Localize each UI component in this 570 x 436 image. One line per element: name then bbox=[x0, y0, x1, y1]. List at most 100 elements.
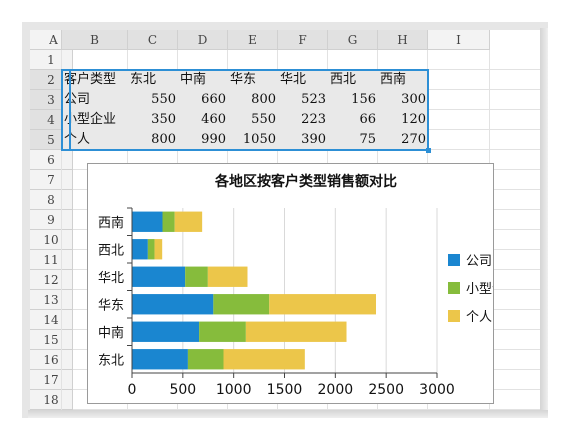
bar-small-business[interactable] bbox=[187, 349, 224, 370]
bar-small-business[interactable] bbox=[162, 211, 175, 232]
category-label: 东北 bbox=[98, 353, 124, 368]
bar-company[interactable] bbox=[132, 294, 214, 315]
chart-category-labels: 东北 中南 华东 华北 西北 西南 bbox=[98, 207, 132, 368]
column-header-d[interactable]: D bbox=[178, 30, 228, 50]
cell-value[interactable]: 660 bbox=[201, 92, 226, 107]
row-header-18[interactable]: 18 bbox=[30, 390, 73, 410]
cell-row-label[interactable]: 小型企业 bbox=[64, 112, 117, 127]
frame-shadow-right bbox=[540, 28, 548, 418]
x-tick-label: 3000 bbox=[419, 382, 455, 398]
cell-value[interactable]: 460 bbox=[201, 112, 226, 127]
cell-value[interactable]: 156 bbox=[351, 92, 376, 107]
bar-individual[interactable] bbox=[174, 211, 203, 232]
bar-small-business[interactable] bbox=[199, 321, 246, 342]
selected-range-fill bbox=[62, 70, 428, 150]
chart-bars bbox=[132, 211, 376, 370]
category-label: 华东 bbox=[98, 298, 124, 313]
legend-label[interactable]: 小型企业 bbox=[466, 281, 493, 297]
column-header-c[interactable]: C bbox=[128, 30, 178, 50]
chart-legend: 公司小型企业个人 bbox=[448, 254, 493, 325]
cell-region-header[interactable]: 西北 bbox=[330, 72, 357, 87]
column-header-e[interactable]: E bbox=[228, 30, 278, 50]
cell-value[interactable]: 800 bbox=[251, 92, 276, 107]
bar-small-business[interactable] bbox=[185, 266, 208, 287]
row-header-6[interactable]: 6 bbox=[30, 150, 73, 170]
cell-value[interactable]: 390 bbox=[301, 132, 326, 147]
cell-value[interactable]: 300 bbox=[401, 92, 426, 107]
bar-individual[interactable] bbox=[207, 266, 248, 287]
row-header-7[interactable]: 7 bbox=[30, 170, 73, 190]
bar-company[interactable] bbox=[132, 266, 186, 287]
bar-individual[interactable] bbox=[223, 349, 305, 370]
row-header-10[interactable]: 10 bbox=[30, 230, 73, 250]
row-header-16[interactable]: 16 bbox=[30, 350, 73, 370]
chart-gridlines bbox=[131, 208, 438, 378]
cell-value[interactable]: 75 bbox=[359, 132, 376, 147]
category-label: 华北 bbox=[98, 271, 124, 286]
chart-canvas: 各地区按客户类型销售额对比 东北 中南 华东 华北 西北 西南 0 500 1000 1500 2… bbox=[98, 173, 493, 398]
fill-handle[interactable] bbox=[426, 148, 431, 153]
legend-swatch bbox=[448, 254, 460, 266]
bar-individual[interactable] bbox=[269, 294, 376, 315]
cell-row-label[interactable]: 公司 bbox=[64, 92, 91, 107]
column-header-a[interactable]: A bbox=[46, 30, 62, 50]
cell-region-header[interactable]: 西南 bbox=[380, 72, 407, 87]
cell-value[interactable]: 270 bbox=[401, 132, 426, 147]
legend-swatch bbox=[448, 282, 460, 294]
column-header-i[interactable]: I bbox=[428, 30, 490, 50]
row-header-17[interactable]: 17 bbox=[30, 370, 73, 390]
row-gridline bbox=[73, 409, 540, 410]
category-label: 西北 bbox=[98, 243, 124, 258]
legend-label[interactable]: 个人 bbox=[466, 310, 492, 325]
bar-company[interactable] bbox=[132, 239, 148, 260]
bar-individual[interactable] bbox=[154, 239, 163, 260]
cell-value[interactable]: 550 bbox=[151, 92, 176, 107]
row-header-14[interactable]: 14 bbox=[30, 310, 73, 330]
cell-row-label[interactable]: 个人 bbox=[64, 132, 91, 147]
column-header-f[interactable]: F bbox=[278, 30, 328, 50]
cell-value[interactable]: 350 bbox=[151, 112, 176, 127]
column-header-g[interactable]: G bbox=[328, 30, 378, 50]
row-header-9[interactable]: 9 bbox=[30, 210, 73, 230]
cell-b2-header-label[interactable]: 客户类型 bbox=[64, 72, 117, 87]
stacked-bar-chart[interactable]: 各地区按客户类型销售额对比 东北 中南 华东 华北 西北 西南 0 500 1000 1500 2… bbox=[87, 163, 494, 404]
bar-company[interactable] bbox=[132, 349, 188, 370]
bar-company[interactable] bbox=[132, 211, 163, 232]
cell-value[interactable]: 550 bbox=[251, 112, 276, 127]
row-header-1[interactable]: 1 bbox=[30, 50, 73, 70]
bar-small-business[interactable] bbox=[213, 294, 270, 315]
cell-region-header[interactable]: 东北 bbox=[130, 72, 157, 87]
chart-title: 各地区按客户类型销售额对比 bbox=[214, 173, 397, 190]
frame-shadow-bottom bbox=[28, 410, 548, 418]
cell-value[interactable]: 120 bbox=[401, 112, 426, 127]
legend-swatch bbox=[448, 310, 460, 322]
row-header-11[interactable]: 11 bbox=[30, 250, 73, 270]
frame-shadow-left bbox=[22, 22, 30, 418]
x-tick-label: 1500 bbox=[267, 382, 303, 398]
cell-region-header[interactable]: 中南 bbox=[180, 72, 207, 87]
column-header-h[interactable]: H bbox=[378, 30, 428, 50]
bar-individual[interactable] bbox=[245, 321, 347, 342]
column-header-b[interactable]: B bbox=[62, 30, 128, 50]
row-header-13[interactable]: 13 bbox=[30, 290, 73, 310]
row-header-8[interactable]: 8 bbox=[30, 190, 73, 210]
x-tick-label: 500 bbox=[169, 382, 196, 398]
legend-label[interactable]: 公司 bbox=[466, 254, 492, 269]
cell-value[interactable]: 66 bbox=[359, 112, 376, 127]
cell-region-header[interactable]: 华东 bbox=[230, 72, 257, 87]
bar-small-business[interactable] bbox=[147, 239, 155, 260]
bar-company[interactable] bbox=[132, 321, 200, 342]
x-tick-label: 2000 bbox=[318, 382, 354, 398]
row-header-15[interactable]: 15 bbox=[30, 330, 73, 350]
row-header-12[interactable]: 12 bbox=[30, 270, 73, 290]
cell-region-header[interactable]: 华北 bbox=[280, 72, 307, 87]
cell-value[interactable]: 523 bbox=[301, 92, 326, 107]
frame-shadow-top bbox=[22, 22, 548, 30]
cell-value[interactable]: 990 bbox=[201, 132, 226, 147]
cell-value[interactable]: 800 bbox=[151, 132, 176, 147]
row-selection-indicator bbox=[69, 69, 71, 151]
cell-value[interactable]: 223 bbox=[301, 112, 326, 127]
cell-value[interactable]: 1050 bbox=[242, 132, 276, 147]
